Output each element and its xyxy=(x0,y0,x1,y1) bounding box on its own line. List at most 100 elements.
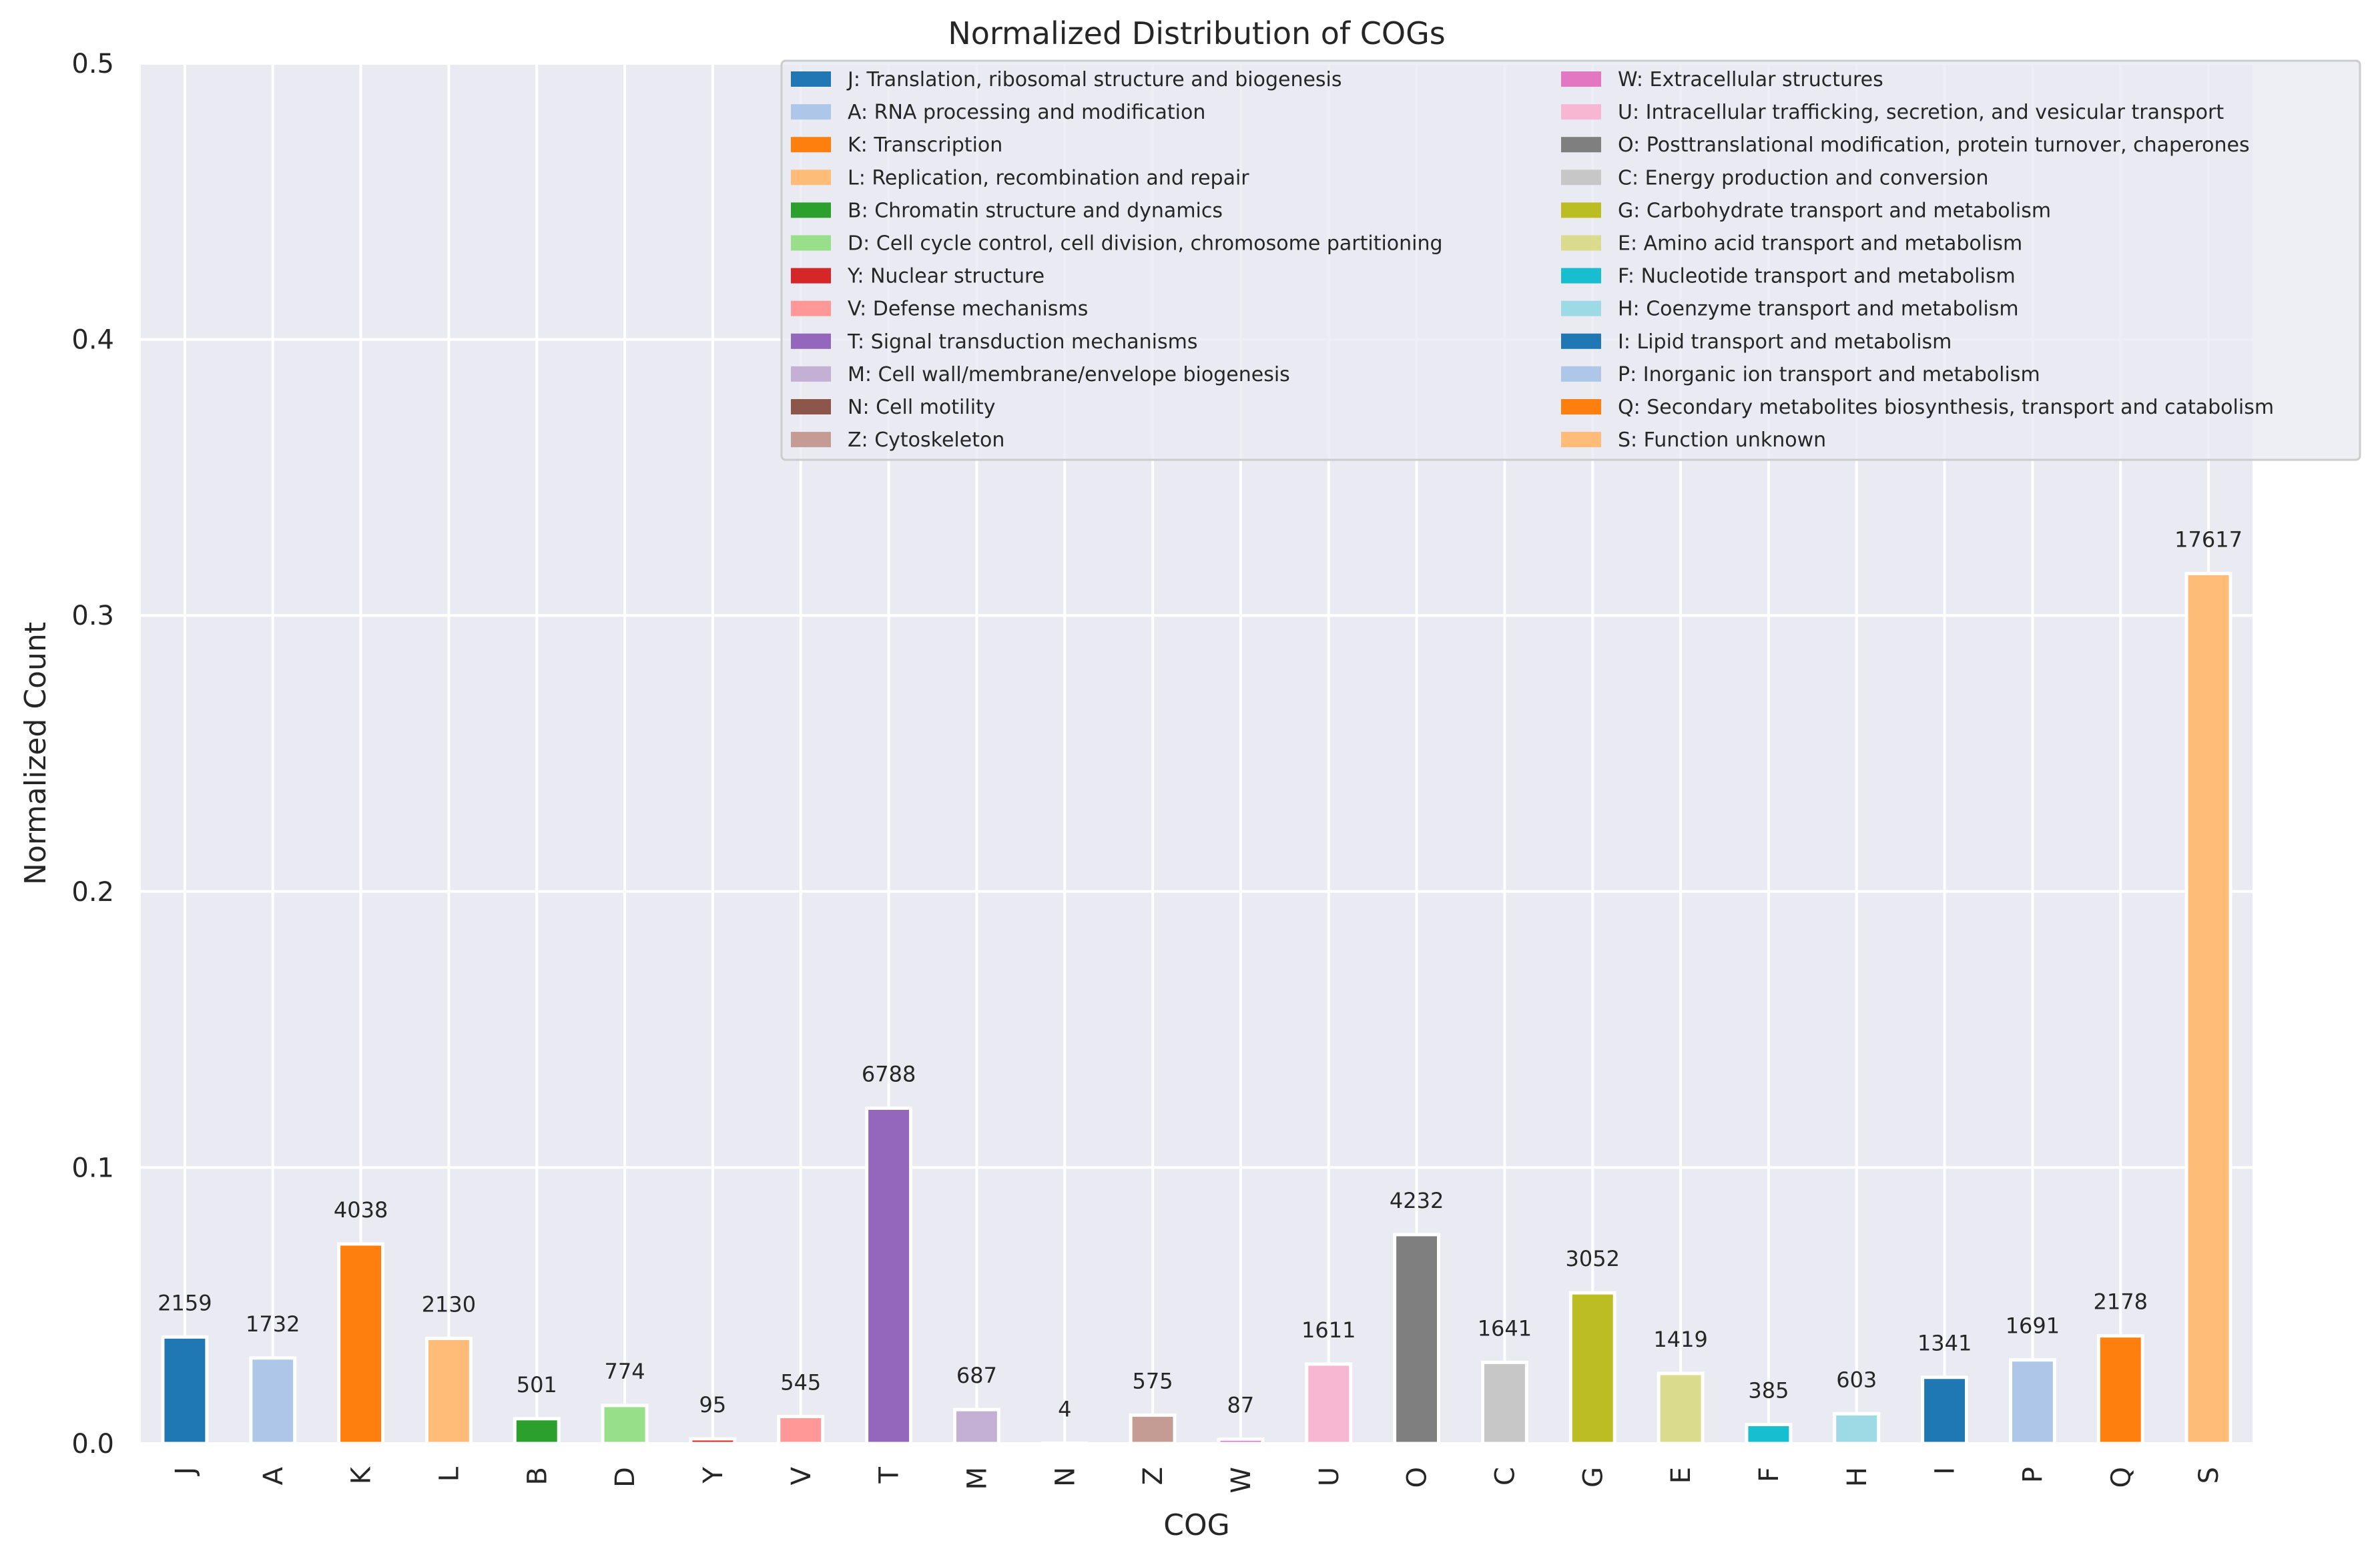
legend-swatch-L xyxy=(791,170,831,186)
bar-A xyxy=(249,1356,297,1446)
bar-V xyxy=(777,1414,825,1446)
x-tick-label-W: W xyxy=(1226,1467,1257,1494)
x-tick-label-F: F xyxy=(1754,1467,1785,1482)
legend-swatch-Y xyxy=(791,268,831,284)
x-tick-label-C: C xyxy=(1490,1467,1520,1486)
x-tick-label-H: H xyxy=(1842,1467,1873,1487)
bar-Z xyxy=(1129,1413,1177,1446)
legend-swatch-S xyxy=(1561,432,1601,448)
y-tick-label: 0.2 xyxy=(71,877,114,908)
legend-label-D: D: Cell cycle control, cell division, ch… xyxy=(848,232,1443,256)
chart-title: Normalized Distribution of COGs xyxy=(948,15,1445,51)
legend-label-P: P: Inorganic ion transport and metabolis… xyxy=(1618,363,2040,386)
data-label-Z: 575 xyxy=(1133,1368,1173,1393)
data-label-F: 385 xyxy=(1748,1377,1789,1403)
x-axis-label: COG xyxy=(1163,1508,1229,1542)
legend-swatch-A xyxy=(791,104,831,120)
legend-swatch-W xyxy=(1561,71,1601,87)
bar-M xyxy=(952,1408,1000,1446)
legend-label-I: I: Lipid transport and metabolism xyxy=(1618,330,1952,354)
x-tick-label-T: T xyxy=(874,1466,905,1484)
legend-swatch-D xyxy=(791,235,831,251)
legend-label-Y: Y: Nuclear structure xyxy=(847,265,1045,288)
x-tick-label-O: O xyxy=(1402,1467,1433,1488)
data-label-Q: 2178 xyxy=(2094,1289,2148,1315)
data-label-U: 1611 xyxy=(1301,1317,1356,1343)
bar-E xyxy=(1657,1371,1705,1446)
data-label-M: 687 xyxy=(956,1363,997,1388)
data-label-N: 4 xyxy=(1058,1397,1071,1422)
bar-S xyxy=(2184,571,2233,1446)
bar-H xyxy=(1833,1412,1881,1446)
legend-swatch-P xyxy=(1561,366,1601,382)
data-label-V: 545 xyxy=(780,1369,821,1395)
data-label-B: 501 xyxy=(517,1372,557,1397)
legend-label-A: A: RNA processing and modification xyxy=(848,101,1205,124)
legend-label-U: U: Intracellular trafficking, secretion,… xyxy=(1618,101,2224,124)
legend-label-T: T: Signal transduction mechanisms xyxy=(847,330,1197,354)
bar-F xyxy=(1745,1422,1793,1446)
legend-label-J: J: Translation, ribosomal structure and … xyxy=(846,68,1342,91)
legend-label-C: C: Energy production and conversion xyxy=(1618,166,1989,190)
legend-swatch-M xyxy=(791,366,831,382)
legend-label-O: O: Posttranslational modification, prote… xyxy=(1618,133,2250,157)
legend-swatch-I xyxy=(1561,333,1601,349)
data-label-W: 87 xyxy=(1227,1392,1255,1418)
y-axis-ticks: 0.0 0.1 0.2 0.3 0.4 0.5 xyxy=(71,49,114,1460)
legend-swatch-C xyxy=(1561,170,1601,186)
bar-P xyxy=(2008,1358,2056,1446)
legend: J: Translation, ribosomal structure and … xyxy=(780,59,2361,461)
legend-swatch-K xyxy=(791,137,831,153)
x-tick-label-U: U xyxy=(1314,1467,1345,1486)
data-label-K: 4038 xyxy=(334,1197,388,1223)
x-tick-label-Z: Z xyxy=(1138,1467,1169,1485)
bars xyxy=(161,571,2233,1446)
legend-label-W: W: Extracellular structures xyxy=(1618,68,1883,91)
x-tick-label-I: I xyxy=(1930,1467,1961,1475)
legend-label-Z: Z: Cytoskeleton xyxy=(848,428,1004,452)
legend-swatch-Z xyxy=(791,432,831,448)
legend-swatch-T xyxy=(791,333,831,349)
bar-C xyxy=(1480,1360,1528,1446)
legend-label-Q: Q: Secondary metabolites biosynthesis, t… xyxy=(1618,396,2274,419)
bar-T xyxy=(865,1106,913,1446)
y-tick-label: 0.1 xyxy=(71,1153,114,1183)
legend-label-S: S: Function unknown xyxy=(1618,428,1826,452)
x-tick-label-D: D xyxy=(610,1467,641,1488)
bar-U xyxy=(1305,1362,1353,1446)
data-label-J: 2159 xyxy=(158,1290,212,1315)
legend-label-F: F: Nucleotide transport and metabolism xyxy=(1618,265,2016,288)
legend-swatch-G xyxy=(1561,202,1601,218)
data-labels: 2159 1732 4038 2130 501 774 95 545 6788 687 4 575 87… xyxy=(158,527,2243,1422)
y-axis-label: Normalized Count xyxy=(19,622,53,885)
data-label-P: 1691 xyxy=(2006,1313,2060,1339)
x-tick-label-A: A xyxy=(258,1466,289,1485)
x-tick-label-N: N xyxy=(1050,1467,1081,1487)
data-label-I: 1341 xyxy=(1917,1331,1972,1356)
legend-label-B: B: Chromatin structure and dynamics xyxy=(848,199,1223,222)
legend-swatch-J xyxy=(791,71,831,87)
legend-swatch-E xyxy=(1561,235,1601,251)
bar-Q xyxy=(2096,1334,2144,1446)
data-label-T: 6788 xyxy=(862,1061,916,1086)
bar-Y xyxy=(689,1437,737,1446)
legend-label-G: G: Carbohydrate transport and metabolism xyxy=(1618,199,2051,222)
data-label-S: 17617 xyxy=(2174,527,2243,552)
legend-label-K: K: Transcription xyxy=(848,133,1002,157)
legend-swatch-Q xyxy=(1561,399,1601,414)
legend-swatch-V xyxy=(791,300,831,316)
y-tick-label: 0.3 xyxy=(71,601,114,631)
legend-label-V: V: Defense mechanisms xyxy=(848,298,1088,321)
legend-label-E: E: Amino acid transport and metabolism xyxy=(1618,232,2022,256)
x-tick-label-L: L xyxy=(434,1466,465,1482)
legend-swatch-B xyxy=(791,202,831,218)
legend-label-L: L: Replication, recombination and repair xyxy=(848,166,1249,190)
bar-D xyxy=(601,1403,649,1446)
y-tick-label: 0.5 xyxy=(71,49,114,79)
x-tick-label-V: V xyxy=(786,1466,817,1485)
bar-B xyxy=(513,1417,561,1446)
x-tick-label-K: K xyxy=(346,1466,377,1484)
legend-label-N: N: Cell motility xyxy=(848,396,996,419)
legend-frame xyxy=(780,59,2361,461)
